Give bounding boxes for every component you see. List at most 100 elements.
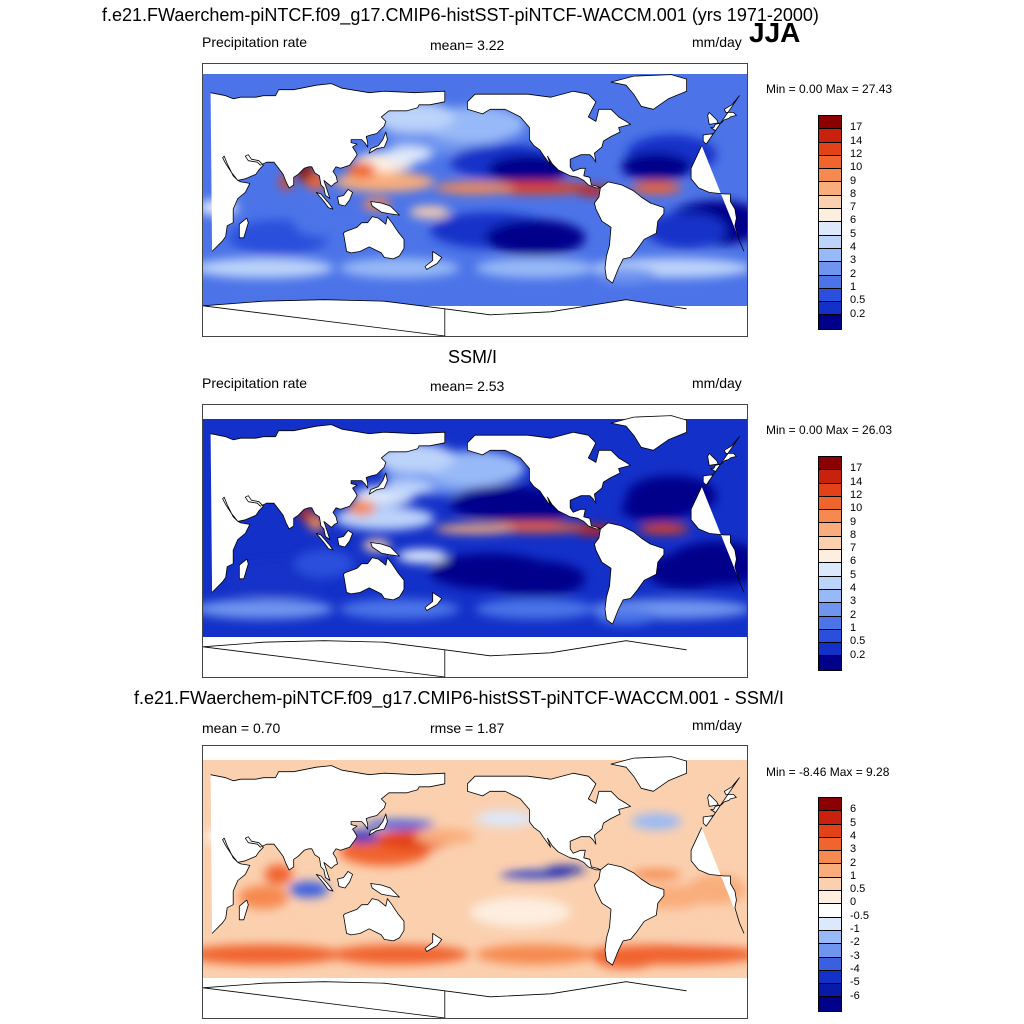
precip-field-region <box>475 810 536 827</box>
precip-field-region <box>435 181 515 194</box>
precip-field-region <box>475 599 596 619</box>
panel2-precip-map <box>202 404 748 678</box>
precip-field-region <box>661 912 742 943</box>
colorbar-box <box>819 182 841 196</box>
coastline <box>315 192 334 210</box>
precip-field-region <box>631 869 682 880</box>
panel3-diff-map <box>202 745 748 1019</box>
precip-field-region <box>487 154 568 185</box>
colorbar-tick-label: 9 <box>850 515 857 528</box>
coastline <box>337 189 353 207</box>
panel2-variable-label: Precipitation rate <box>202 375 308 391</box>
panel1-variable-label: Precipitation rate <box>202 34 308 50</box>
colorbar-box <box>819 997 841 1011</box>
coastline <box>594 863 665 966</box>
precip-field-region <box>487 495 568 526</box>
panel3-title: f.e21.FWaerchem-piNTCF.f09_g17.CMIP6-his… <box>134 688 784 708</box>
precip-field-region <box>329 944 470 965</box>
colorbar-tick-label: 3 <box>850 843 857 856</box>
season-label: JJA <box>749 17 801 48</box>
colorbar-tick-label: 3 <box>850 254 857 267</box>
colorbar-box <box>819 510 841 524</box>
coastline <box>368 813 388 836</box>
precip-field-region <box>631 181 682 194</box>
coastline <box>370 201 400 216</box>
coastline <box>594 181 665 284</box>
panel2-mean: mean= 2.53 <box>430 378 505 394</box>
colorbar-box <box>819 209 841 223</box>
colorbar-box <box>819 536 841 551</box>
coastline <box>610 756 687 792</box>
colorbar-tick-label: 0.5 <box>850 883 866 896</box>
precip-field-region <box>293 549 354 578</box>
precip-field-region <box>409 206 450 219</box>
coastline <box>203 299 687 336</box>
colorbar-tick-label: 1 <box>850 280 857 293</box>
coastline <box>467 431 631 530</box>
precip-field-region <box>293 208 354 237</box>
panel1-precip-map <box>202 63 748 337</box>
panel1-minmax: Min = 0.00 Max = 27.43 <box>766 82 893 96</box>
colorbar-tick-label: -3 <box>850 949 860 962</box>
colorbar-tick-label: 10 <box>850 161 863 174</box>
precip-field-region <box>621 152 692 181</box>
colorbar-box <box>819 837 841 852</box>
precip-field-region <box>203 258 334 278</box>
precip-field-region <box>475 944 596 965</box>
colorbar-box <box>819 917 841 931</box>
coastline <box>594 522 665 625</box>
colorbar-tick-label: 0 <box>850 896 857 909</box>
colorbar-box <box>819 824 841 838</box>
coastline <box>238 899 249 921</box>
colorbar-box <box>819 891 841 905</box>
colorbar-box <box>819 235 841 249</box>
panel3-minmax: Min = -8.46 Max = 9.28 <box>766 765 890 779</box>
colorbar-tick-label: -5 <box>850 976 860 989</box>
colorbar-box <box>819 811 841 825</box>
colorbar-tick-label: 0.5 <box>850 294 866 307</box>
colorbar-tick-label: 0.2 <box>850 648 866 661</box>
colorbar-box <box>819 523 841 537</box>
colorbar-box <box>819 275 841 289</box>
precip-field-region <box>334 171 435 192</box>
colorbar-tick-label: 7 <box>850 201 857 214</box>
colorbar-box <box>819 248 841 263</box>
colorbar-tick-label: 14 <box>850 475 863 488</box>
colorbar-tick-label: -4 <box>850 962 860 975</box>
precip-field-region <box>646 553 727 590</box>
colorbar-box <box>819 970 841 985</box>
precip-field-region <box>347 499 376 516</box>
coastline <box>707 794 719 807</box>
colorbar-box <box>819 457 841 471</box>
colorbar-box <box>819 288 841 303</box>
coastline <box>203 640 687 677</box>
colorbar-tick-label: 12 <box>850 147 863 160</box>
coastline <box>343 898 405 942</box>
precip-field-region <box>686 874 747 905</box>
colorbar-tick-label: 10 <box>850 502 863 515</box>
precip-field-region <box>203 599 334 619</box>
precip-field-region <box>485 560 586 597</box>
precip-field-region <box>288 881 329 898</box>
colorbar-tick-label: 8 <box>850 187 857 200</box>
coastline <box>343 557 405 601</box>
coastline <box>238 558 249 580</box>
coastline <box>210 83 745 252</box>
colorbar-box <box>819 864 841 878</box>
colorbar-tick-label: 6 <box>850 555 857 568</box>
colorbar-tick-label: 5 <box>850 816 857 829</box>
colorbar-tick-label: 14 <box>850 134 863 147</box>
precip-field-region <box>638 523 689 534</box>
colorbar-box <box>819 155 841 170</box>
precip-field-region <box>339 258 460 278</box>
coastline <box>370 542 400 557</box>
colorbar-box <box>819 576 841 590</box>
colorbar-box <box>819 589 841 604</box>
colorbar-tick-label: 6 <box>850 803 857 816</box>
coastline <box>337 871 353 889</box>
precip-field-region <box>596 952 657 969</box>
colorbar-tick-label: 17 <box>850 462 863 475</box>
precip-field-region <box>238 885 289 910</box>
colorbar-tick-label: 5 <box>850 227 857 240</box>
panel2-minmax: Min = 0.00 Max = 26.03 <box>766 423 893 437</box>
